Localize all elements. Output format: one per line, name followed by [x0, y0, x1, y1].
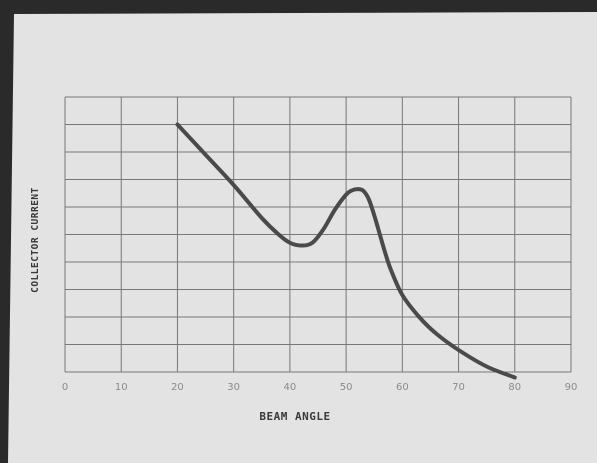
x-tick-label: 30: [227, 382, 240, 393]
x-tick-label: 70: [452, 382, 465, 393]
x-tick-label: 10: [115, 382, 128, 393]
x-tick-label: 60: [396, 382, 409, 393]
x-tick-label: 80: [508, 382, 521, 393]
y-axis-label: COLLECTOR CURRENT: [30, 187, 41, 293]
x-tick-label: 20: [171, 382, 184, 393]
x-tick-label: 90: [565, 382, 578, 393]
paper-sheet: [8, 12, 597, 463]
x-axis-label: BEAM ANGLE: [259, 410, 330, 423]
x-tick-label: 50: [340, 382, 353, 393]
x-tick-label: 40: [284, 382, 297, 393]
x-tick-label: 0: [62, 382, 68, 393]
series-line: [175, 122, 517, 380]
